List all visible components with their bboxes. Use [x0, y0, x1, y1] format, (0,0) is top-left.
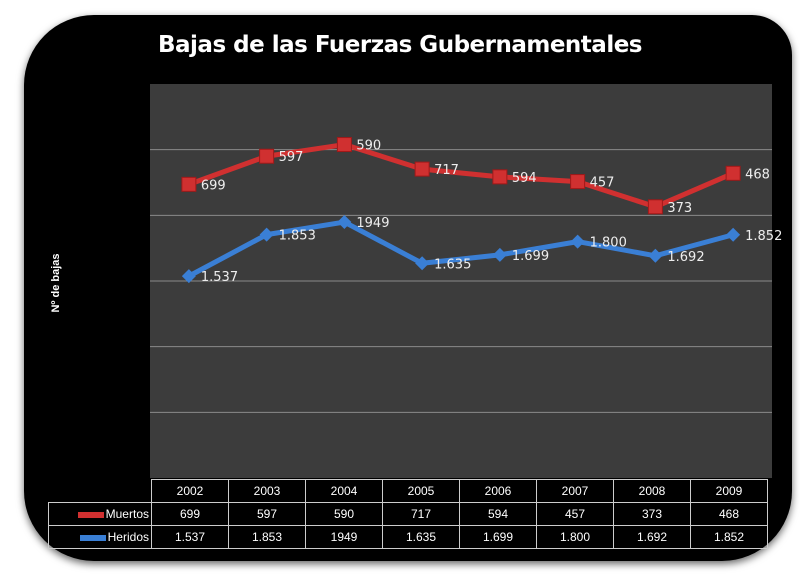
- data-label: 1.699: [512, 249, 549, 264]
- table-header-year: 2007: [536, 479, 614, 503]
- data-point-marker: [181, 269, 196, 284]
- data-point-marker: [492, 247, 507, 262]
- data-label: 597: [279, 150, 304, 165]
- square-marker-icon: [77, 511, 104, 518]
- table-corner: [49, 480, 152, 503]
- table-header-year: 2003: [228, 479, 306, 503]
- table-header-year: 2002: [151, 479, 229, 503]
- data-point-marker: [647, 199, 663, 215]
- series-line-heridos: [187, 219, 734, 279]
- data-point-marker: [492, 169, 508, 185]
- series-name: Muertos: [105, 507, 149, 521]
- data-label: 594: [512, 171, 537, 186]
- chart-title: Bajas de las Fuerzas Gubernamentales: [158, 32, 643, 58]
- table-cell: 468: [690, 502, 768, 526]
- table-cell: 1.852: [690, 525, 768, 549]
- data-point-marker: [415, 256, 430, 271]
- data-point-marker: [570, 234, 585, 249]
- table-cell: 594: [459, 502, 537, 526]
- diamond-marker-icon: [79, 534, 106, 541]
- series-line-muertos: [188, 142, 735, 210]
- data-table: 2002 2003 2004 2005 2006 2007 2008 2009 Muertos…: [48, 479, 768, 549]
- table-cell: 1.699: [459, 525, 537, 549]
- table-header-year: 2006: [459, 479, 537, 503]
- data-label: 1.853: [279, 229, 316, 244]
- data-point-marker: [570, 174, 586, 190]
- table-cell: 1.635: [382, 525, 460, 549]
- table-cell: 717: [382, 502, 460, 526]
- data-point-marker: [259, 227, 274, 242]
- table-cell: 457: [536, 502, 614, 526]
- data-point-marker: [726, 227, 741, 242]
- table-header-year: 2009: [690, 479, 768, 503]
- table-header-year: 2004: [305, 479, 383, 503]
- data-label: 457: [590, 176, 615, 191]
- data-label: 717: [434, 163, 459, 178]
- data-point-marker: [181, 176, 197, 192]
- table-cell: 1.537: [151, 525, 229, 549]
- data-label: 1.852: [745, 229, 782, 244]
- table-header-year: 2008: [613, 479, 691, 503]
- table-cell: 1.800: [536, 525, 614, 549]
- data-label: 1.800: [590, 236, 627, 251]
- legend-muertos: Muertos: [48, 502, 152, 526]
- table-cell: 590: [305, 502, 383, 526]
- table-cell: 597: [228, 502, 306, 526]
- data-point-marker: [725, 165, 741, 181]
- data-point-marker: [414, 161, 430, 177]
- table-cell: 699: [151, 502, 229, 526]
- data-label: 1949: [356, 216, 389, 231]
- table-cell: 1.853: [228, 525, 306, 549]
- table-cell: 1949: [305, 525, 383, 549]
- data-point-marker: [336, 137, 352, 153]
- data-label: 468: [745, 167, 770, 182]
- data-label: 699: [201, 178, 226, 193]
- table-cell: 373: [613, 502, 691, 526]
- table-cell: 1.692: [613, 525, 691, 549]
- data-point-marker: [259, 148, 275, 164]
- data-point-marker: [648, 248, 663, 263]
- data-label: 1.537: [201, 270, 238, 285]
- data-label: 373: [667, 201, 692, 216]
- data-label: 590: [356, 139, 381, 154]
- legend-heridos: Heridos: [48, 525, 152, 549]
- data-label: 1.692: [667, 250, 704, 265]
- table-header-year: 2005: [382, 479, 460, 503]
- series-name: Heridos: [107, 530, 149, 544]
- data-point-marker: [337, 215, 352, 230]
- data-label: 1.635: [434, 257, 471, 272]
